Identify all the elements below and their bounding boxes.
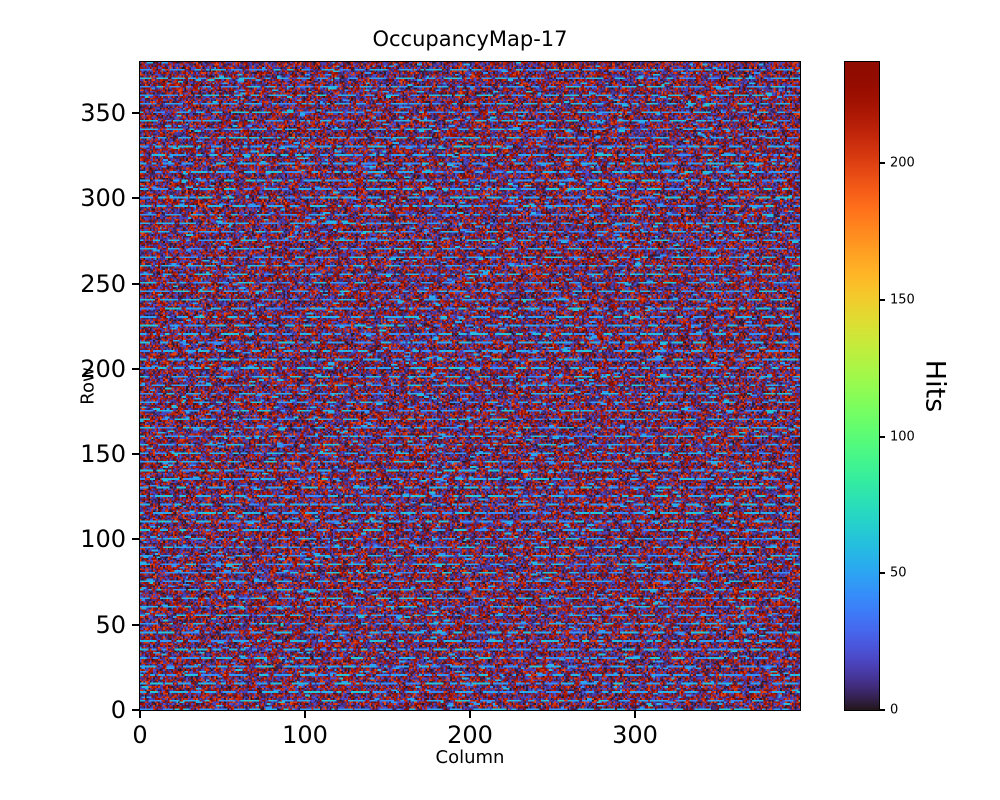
x-tick-label: 100 (282, 721, 328, 749)
x-axis-label: Column (435, 747, 505, 768)
colorbar-tick-label: 0 (890, 702, 899, 718)
y-tick-label: 250 (80, 269, 126, 298)
colorbar-tick-mark (880, 572, 885, 575)
colorbar-tick-label: 50 (890, 565, 907, 581)
x-tick-mark (469, 711, 471, 718)
colorbar-tick-mark (880, 435, 885, 438)
x-tick-label: 0 (132, 721, 148, 749)
y-tick-mark (132, 453, 139, 456)
colorbar-label: Hits (919, 359, 951, 413)
chart-title: OccupancyMap-17 (372, 27, 568, 51)
y-tick-mark (132, 367, 139, 370)
y-tick-mark (132, 538, 139, 541)
colorbar-tick-label: 100 (890, 429, 915, 445)
x-tick-mark (304, 711, 306, 718)
x-tick-mark (139, 711, 141, 718)
y-tick-mark (132, 197, 139, 200)
y-tick-mark (132, 623, 139, 626)
colorbar-gradient (845, 62, 879, 710)
colorbar-tick-label: 150 (890, 292, 915, 308)
y-tick-mark (132, 282, 139, 285)
y-tick-label: 200 (80, 354, 126, 383)
y-tick-label: 300 (80, 184, 126, 213)
y-tick-label: 150 (80, 440, 126, 469)
y-tick-mark (132, 709, 139, 711)
x-tick-mark (634, 711, 636, 718)
colorbar-tick-mark (880, 162, 885, 165)
y-tick-label: 50 (95, 610, 126, 639)
colorbar (844, 61, 880, 711)
y-tick-label: 0 (110, 696, 126, 724)
heatmap-plot-area (139, 61, 801, 711)
colorbar-tick-mark (880, 709, 885, 711)
x-tick-label: 300 (612, 721, 658, 749)
y-tick-mark (132, 112, 139, 115)
x-tick-label: 200 (447, 721, 493, 749)
y-tick-label: 100 (80, 525, 126, 554)
y-tick-label: 350 (80, 99, 126, 128)
colorbar-tick-label: 200 (890, 155, 915, 171)
colorbar-tick-mark (880, 298, 885, 301)
heatmap-canvas (140, 62, 800, 710)
